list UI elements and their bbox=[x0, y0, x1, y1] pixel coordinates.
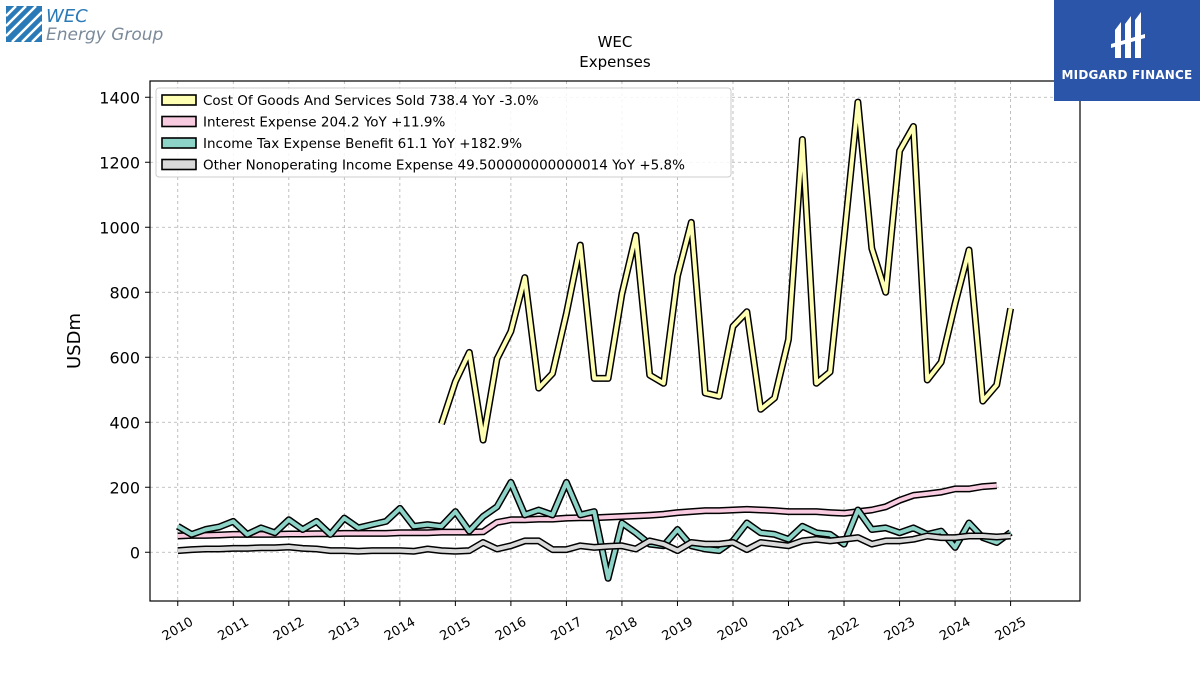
midgard-logo-icon bbox=[1111, 12, 1145, 58]
legend-box bbox=[155, 87, 732, 178]
series-line-2 bbox=[176, 480, 1012, 581]
y-tick-label: 600 bbox=[109, 348, 140, 367]
y-tick-label: 200 bbox=[109, 478, 140, 497]
company-name-line2: Energy Group bbox=[46, 25, 164, 45]
chart-title: WEC bbox=[598, 33, 633, 51]
legend-swatch-0 bbox=[161, 94, 197, 106]
x-axis: 2010 2011 2012 2013 2014 2015 2016 2017 2018 2019… bbox=[160, 601, 1029, 644]
plot-area bbox=[176, 98, 1015, 582]
x-tick-label: 2021 bbox=[771, 615, 807, 645]
x-tick-label: 2024 bbox=[937, 615, 973, 645]
x-tick-label: 2010 bbox=[160, 615, 196, 645]
legend-entry-1: Interest Expense 204.2 YoY +11.9% bbox=[203, 115, 445, 131]
x-tick-label: 2011 bbox=[215, 615, 251, 645]
x-tick-label: 2018 bbox=[604, 615, 640, 645]
legend-entry-0: Cost Of Goods And Services Sold 738.4 Yo… bbox=[203, 93, 539, 109]
series-line-3 bbox=[177, 534, 1011, 554]
y-tick-label: 1200 bbox=[99, 153, 140, 172]
series-line-0 bbox=[439, 100, 1013, 443]
y-tick-label: 800 bbox=[109, 283, 140, 302]
y-tick-label: 0 bbox=[130, 543, 140, 562]
x-tick-label: 2013 bbox=[326, 615, 362, 645]
legend-swatch-3 bbox=[161, 158, 197, 171]
y-axis: 0 200 400 600 800 1000 1200 1400 bbox=[99, 88, 150, 562]
chart-subtitle: Expenses bbox=[579, 53, 651, 71]
company-logo: WEC Energy Group bbox=[6, 6, 166, 50]
legend: Cost Of Goods And Services Sold 738.4 Yo… bbox=[155, 87, 732, 178]
y-axis-label: USDm bbox=[64, 313, 85, 369]
x-tick-label: 2015 bbox=[438, 615, 474, 645]
company-name-line1: WEC bbox=[46, 6, 88, 27]
x-tick-label: 2023 bbox=[882, 615, 918, 645]
x-tick-label: 2017 bbox=[549, 615, 585, 645]
y-tick-label: 400 bbox=[109, 413, 140, 432]
legend-swatch-1 bbox=[161, 115, 197, 128]
x-tick-label: 2012 bbox=[271, 615, 307, 645]
x-tick-label: 2022 bbox=[826, 615, 862, 645]
legend-swatch-2 bbox=[161, 137, 197, 149]
x-tick-label: 2016 bbox=[493, 615, 529, 645]
x-tick-label: 2019 bbox=[660, 615, 696, 645]
x-tick-label: 2025 bbox=[993, 615, 1029, 645]
brand-name: MIDGARD FINANCE bbox=[1061, 68, 1193, 82]
x-tick-label: 2014 bbox=[382, 615, 418, 645]
legend-entry-3: Other Nonoperating Income Expense 49.500… bbox=[203, 158, 685, 174]
y-tick-label: 1400 bbox=[99, 88, 140, 107]
wec-logo-icon bbox=[6, 6, 43, 43]
plot-frame bbox=[149, 80, 1081, 602]
y-tick-label: 1000 bbox=[99, 218, 140, 237]
legend-entry-2: Income Tax Expense Benefit 61.1 YoY +182… bbox=[203, 136, 522, 152]
brand-logo: MIDGARD FINANCE bbox=[1054, 0, 1200, 101]
x-tick-label: 2020 bbox=[715, 615, 751, 645]
